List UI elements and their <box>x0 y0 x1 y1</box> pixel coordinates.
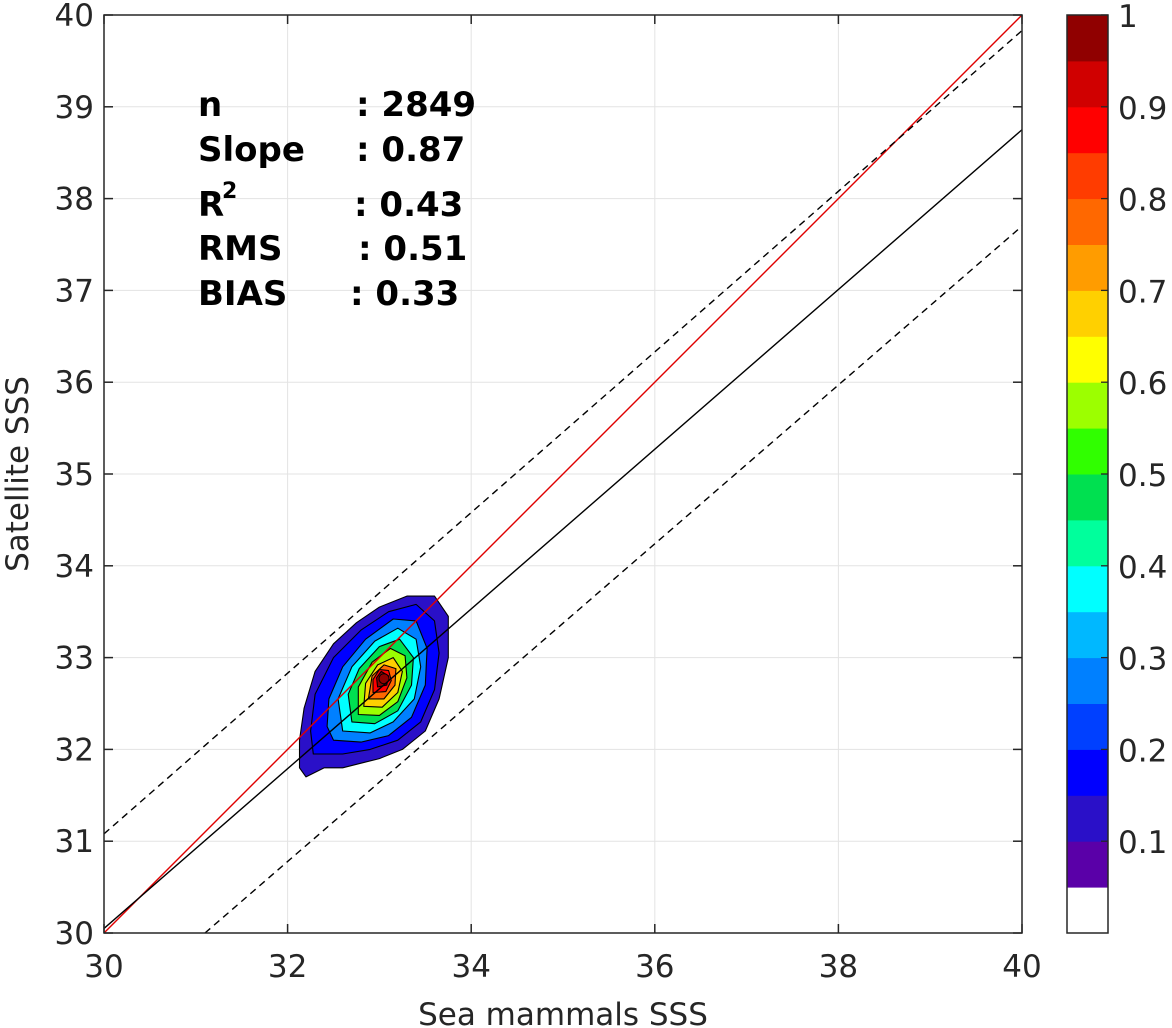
x-tick-label: 30 <box>84 949 123 985</box>
colorbar: 0.1 0.2 0.3 0.4 0.5 0.6 0.7 0.8 0.9 1 <box>1066 0 1167 934</box>
colorbar-tick-label: 0.2 <box>1118 733 1167 769</box>
colorbar-swatch <box>1067 60 1108 108</box>
regression-line <box>104 129 1022 929</box>
colorbar-swatch <box>1067 887 1108 934</box>
colorbar-swatch <box>1067 382 1108 429</box>
y-tick-label: 38 <box>55 182 94 218</box>
reference-lines <box>104 15 1022 933</box>
colorbar-swatch <box>1067 565 1108 613</box>
y-tick-label: 31 <box>55 824 94 860</box>
grid-lines <box>103 14 1023 934</box>
colorbar-swatch <box>1067 611 1108 659</box>
colorbar-swatch <box>1067 841 1108 888</box>
x-tick-label: 40 <box>1002 949 1041 985</box>
colorbar-swatch <box>1067 336 1108 383</box>
y-tick-label: 36 <box>55 365 94 401</box>
y-axis-label: Satellite SSS <box>0 376 36 572</box>
colorbar-swatch <box>1067 795 1108 842</box>
colorbar-tick-label: 0.4 <box>1118 550 1167 586</box>
lower-bound-line <box>204 225 1022 933</box>
stat-slope-value: : 0.87 <box>356 130 465 170</box>
stat-rms-label: RMS <box>198 229 283 269</box>
colorbar-swatch <box>1067 474 1108 521</box>
y-tick-label: 33 <box>55 641 94 677</box>
x-axis-label: Sea mammals SSS <box>418 997 708 1028</box>
colorbar-tick-label: 0.6 <box>1118 366 1167 402</box>
y-tick-label: 32 <box>55 732 94 768</box>
colorbar-swatch <box>1067 290 1108 337</box>
colorbar-tick-label: 0.8 <box>1118 183 1167 219</box>
colorbar-swatch <box>1067 749 1108 796</box>
y-tick-label: 39 <box>55 90 94 126</box>
density-peak <box>378 673 390 685</box>
colorbar-tick-label: 0.1 <box>1118 825 1167 861</box>
colorbar-swatch <box>1067 657 1108 704</box>
y-tick-label: 37 <box>55 273 94 309</box>
y-tick-label: 30 <box>55 916 94 952</box>
x-tick-label: 34 <box>451 949 490 985</box>
y-tick-label: 40 <box>55 0 94 34</box>
colorbar-swatch <box>1067 244 1108 291</box>
x-tick-label: 38 <box>819 949 858 985</box>
y-tick-label: 35 <box>55 457 94 493</box>
colorbar-swatch <box>1067 106 1108 154</box>
colorbar-tick-label: 1 <box>1118 0 1138 35</box>
colorbar-swatch <box>1067 703 1108 750</box>
colorbar-swatch <box>1067 519 1108 567</box>
stat-bias-value: : 0.33 <box>350 274 459 314</box>
y-tick-label: 34 <box>55 549 94 585</box>
x-tick-label: 32 <box>268 949 307 985</box>
x-tick-label: 36 <box>635 949 674 985</box>
stat-r2-value: : 0.43 <box>354 185 463 225</box>
stat-rms-value: : 0.51 <box>358 229 467 269</box>
colorbar-swatch <box>1067 152 1108 200</box>
stat-bias-label: BIAS <box>198 274 287 314</box>
stat-n-label: n <box>198 85 222 125</box>
colorbar-tick-label: 0.9 <box>1118 91 1167 127</box>
colorbar-swatch <box>1067 198 1108 245</box>
colorbar-tick-label: 0.7 <box>1118 274 1167 310</box>
one-to-one-line <box>104 15 1022 933</box>
colorbar-tick-label: 0.5 <box>1118 458 1167 494</box>
stat-slope-label: Slope <box>198 130 305 170</box>
axis-ticks: 30 32 34 36 38 40 30 31 32 33 34 35 36 37 38 39 40 <box>55 0 1042 985</box>
stat-n-value: : 2849 <box>356 85 476 125</box>
colorbar-swatch <box>1067 15 1108 62</box>
stat-r2-label: R <box>198 185 224 225</box>
colorbar-swatch <box>1067 428 1108 475</box>
colorbar-tick-label: 0.3 <box>1118 642 1167 678</box>
stat-r2-superscript: 2 <box>222 179 237 204</box>
stats-box: n : 2849 Slope : 0.87 R 2 : 0.43 RMS : 0… <box>198 85 476 314</box>
